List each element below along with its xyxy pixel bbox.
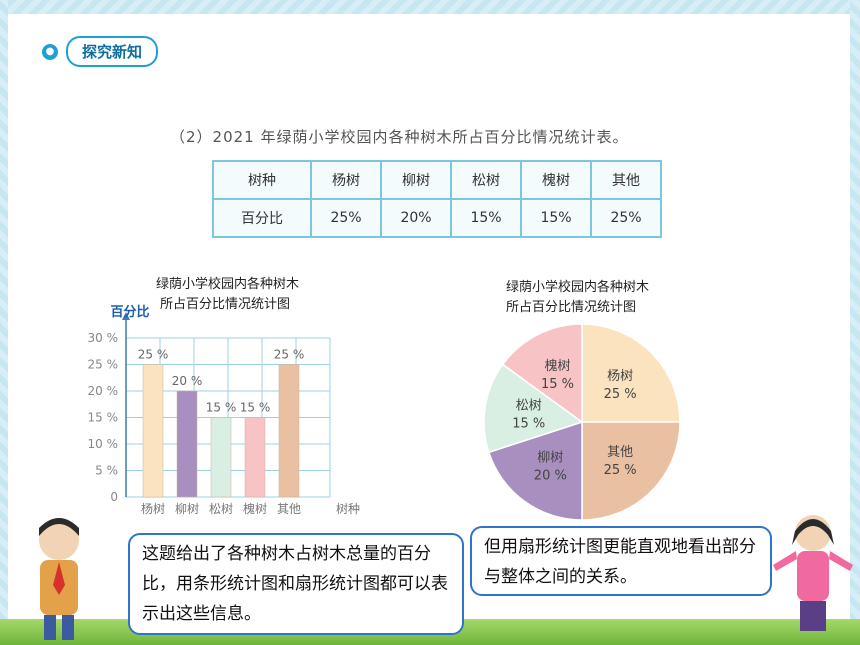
pie-chart: 杨树 25 % 其他 25 % 柳树 20 % 松树 15 % 槐树 15 % xyxy=(483,323,681,521)
bar xyxy=(210,417,232,498)
x-axis-label: 树种 xyxy=(336,501,360,516)
table-cell: 松树 xyxy=(450,160,522,200)
left-decorative-border xyxy=(0,0,8,645)
y-axis-arrow xyxy=(122,312,130,320)
pie-slice-value: 20 % xyxy=(534,469,567,484)
percentage-table: 树种 杨树 柳树 松树 槐树 其他 百分比 25% 20% 15% 15% 25… xyxy=(212,160,662,238)
bar-value-label: 25 % xyxy=(138,348,169,362)
table-value-row: 百分比 25% 20% 15% 15% 25% xyxy=(212,198,662,238)
boy-speech-bubble: 这题给出了各种树木占树木总量的百分比，用条形统计图和扇形统计图都可以表示出这些信… xyxy=(128,533,464,635)
table-cell: 槐树 xyxy=(520,160,592,200)
y-tick-label: 10 % xyxy=(88,437,119,451)
top-decorative-border xyxy=(0,0,860,14)
pie-slice-value: 15 % xyxy=(541,377,574,392)
pie-slice xyxy=(487,420,583,521)
table-title: （2）2021 年绿荫小学校园内各种树木所占百分比情况统计表。 xyxy=(170,128,629,146)
pie-slice-name: 柳树 xyxy=(537,451,563,466)
y-tick-label: 5 % xyxy=(95,464,118,478)
pie-slice xyxy=(501,323,583,424)
bar-value-label: 15 % xyxy=(240,401,271,415)
bar xyxy=(244,417,266,498)
girl-speech-text: 但用扇形统计图更能直观地看出部分与整体之间的关系。 xyxy=(484,537,756,587)
y-tick-label: 15 % xyxy=(88,411,119,425)
table-cell: 25% xyxy=(590,198,662,238)
pie-slice-value: 25 % xyxy=(604,387,637,402)
girl-speech-bubble: 但用扇形统计图更能直观地看出部分与整体之间的关系。 xyxy=(470,526,772,596)
pie-slice xyxy=(581,323,681,423)
x-tick-label: 槐树 xyxy=(243,501,267,516)
y-axis-label: 百分比 xyxy=(110,304,149,320)
y-tick-label: 20 % xyxy=(88,384,119,398)
bar-title-line2: 所占百分比情况统计图 xyxy=(160,297,291,312)
pie-slice-name: 其他 xyxy=(607,445,633,460)
section-label: 探究新知 xyxy=(66,36,159,67)
bar xyxy=(278,364,300,498)
bar-value-label: 15 % xyxy=(206,401,237,415)
table-cell: 25% xyxy=(310,198,382,238)
table-cell: 百分比 xyxy=(212,198,312,238)
bar-value-label: 20 % xyxy=(172,374,203,388)
table-cell: 杨树 xyxy=(310,160,382,200)
lightbulb-icon: ● xyxy=(42,43,58,60)
pie-chart-title: 绿荫小学校园内各种树木 所占百分比情况统计图 xyxy=(506,278,649,318)
right-decorative-border xyxy=(850,0,860,645)
bar-value-label: 25 % xyxy=(274,348,305,362)
bar-title-line1: 绿荫小学校园内各种树木 xyxy=(156,277,300,292)
pie-slice-value: 15 % xyxy=(512,417,545,432)
boy-speech-text: 这题给出了各种树木占树木总量的百分比，用条形统计图和扇形统计图都可以表示出这些信… xyxy=(142,544,448,624)
pie-slice-value: 25 % xyxy=(604,463,637,478)
pie-title-line1: 绿荫小学校园内各种树木 xyxy=(506,280,650,295)
table-cell: 其他 xyxy=(590,160,662,200)
table-cell: 15% xyxy=(520,198,592,238)
y-tick-label: 25 % xyxy=(88,358,119,372)
table-cell: 柳树 xyxy=(380,160,452,200)
pie-slice-name: 松树 xyxy=(516,399,542,414)
bar xyxy=(176,390,198,498)
x-tick-label: 松树 xyxy=(209,501,233,516)
x-tick-label: 柳树 xyxy=(175,501,199,516)
section-badge: ● 探究新知 xyxy=(42,36,159,67)
pie-title-line2: 所占百分比情况统计图 xyxy=(506,300,637,315)
pie-slice-name: 杨树 xyxy=(607,369,633,384)
x-tick-label: 其他 xyxy=(277,502,301,516)
table-cell: 15% xyxy=(450,198,522,238)
table-cell: 20% xyxy=(380,198,452,238)
pie-slice xyxy=(581,421,681,521)
bar-chart-title: 绿荫小学校园内各种树木 所占百分比情况统计图 xyxy=(152,275,299,315)
x-tick-label: 杨树 xyxy=(141,501,165,516)
table-cell: 树种 xyxy=(212,160,312,200)
boy-character xyxy=(10,518,108,640)
pie-slice-name: 槐树 xyxy=(545,358,571,374)
pie-slice xyxy=(483,363,584,454)
table-header-row: 树种 杨树 柳树 松树 槐树 其他 xyxy=(212,160,662,200)
y-tick-label: 30 % xyxy=(88,331,119,345)
y-tick-label: 0 xyxy=(110,490,118,504)
girl-character xyxy=(773,515,853,631)
bar xyxy=(142,364,164,498)
